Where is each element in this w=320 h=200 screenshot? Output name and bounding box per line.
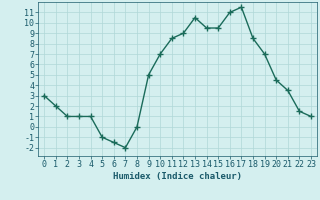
X-axis label: Humidex (Indice chaleur): Humidex (Indice chaleur) xyxy=(113,172,242,181)
